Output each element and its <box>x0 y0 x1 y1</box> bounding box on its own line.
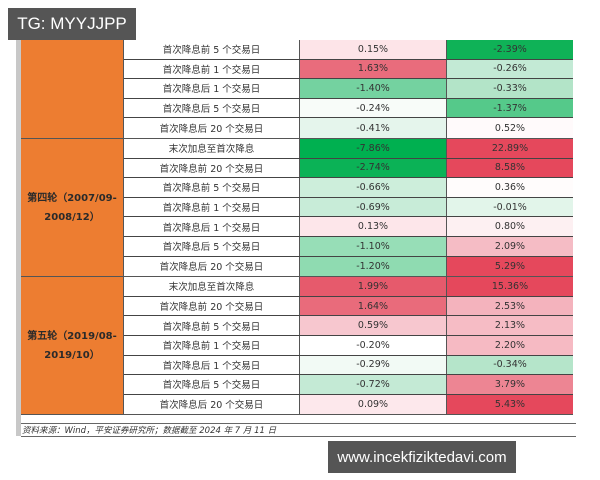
return-value-col2: 2.53% <box>447 296 573 316</box>
return-value-col2: 0.36% <box>447 178 573 197</box>
table-row: 首次降息前 1 个交易日 -0.20% 2.20% <box>124 335 573 356</box>
period-label: 首次降息后 5 个交易日 <box>124 236 300 256</box>
return-value-col2: 2.20% <box>447 335 573 355</box>
table-row: 首次降息前 5 个交易日 0.59% 2.13% <box>124 316 573 336</box>
return-value-col2: 2.13% <box>447 316 573 335</box>
return-value-col2: 0.52% <box>447 118 573 138</box>
table-row: 首次降息前 1 个交易日 -0.69% -0.01% <box>124 197 573 218</box>
table-row: 首次降息前 20 个交易日 -2.74% 8.58% <box>124 158 573 179</box>
return-value-col2: 2.09% <box>447 236 573 256</box>
period-label: 首次降息前 1 个交易日 <box>124 59 300 79</box>
round-group: 第五轮（2019/08-2019/10） 末次加息至首次降息 1.99% 15.36%… <box>21 277 573 416</box>
table-row: 首次降息后 1 个交易日 0.13% 0.80% <box>124 217 573 237</box>
round-group: 首次降息前 5 个交易日 0.15% -2.39% 首次降息前 1 个交易日 1.63%… <box>21 40 573 139</box>
round-group: 第四轮（2007/09-2008/12） 末次加息至首次降息 -7.86% 22.89… <box>21 138 573 278</box>
return-value-col1: -0.72% <box>300 375 447 394</box>
return-value-col2: 5.43% <box>447 394 573 415</box>
table-row: 末次加息至首次降息 -7.86% 22.89% <box>124 138 573 159</box>
period-label: 首次降息后 1 个交易日 <box>124 217 300 236</box>
table-row: 首次降息后 20 个交易日 0.09% 5.43% <box>124 394 573 415</box>
period-label: 首次降息前 5 个交易日 <box>124 178 300 197</box>
return-value-col1: -1.40% <box>300 79 447 98</box>
return-value-col1: 0.59% <box>300 316 447 335</box>
table-row: 首次降息后 5 个交易日 -0.72% 3.79% <box>124 375 573 395</box>
table-row: 首次降息前 5 个交易日 0.15% -2.39% <box>124 40 573 60</box>
footer-divider-bottom <box>21 436 576 437</box>
return-value-col2: -2.39% <box>447 40 573 59</box>
return-value-col2: 8.58% <box>447 158 573 178</box>
table-row: 首次降息后 5 个交易日 -1.10% 2.09% <box>124 236 573 257</box>
table-row: 末次加息至首次降息 1.99% 15.36% <box>124 277 573 297</box>
return-value-col2: 22.89% <box>447 138 573 158</box>
period-label: 首次降息前 5 个交易日 <box>124 40 300 59</box>
return-value-col2: -1.37% <box>447 98 573 118</box>
period-label: 首次降息后 1 个交易日 <box>124 79 300 98</box>
round-label: 第四轮（2007/09-2008/12） <box>21 138 124 277</box>
round-label <box>21 40 124 138</box>
table-row: 首次降息前 20 个交易日 1.64% 2.53% <box>124 296 573 317</box>
return-value-col2: 3.79% <box>447 375 573 394</box>
return-value-col1: -0.66% <box>300 178 447 197</box>
footer-divider-top <box>21 423 576 424</box>
return-value-col1: -2.74% <box>300 158 447 178</box>
return-value-col2: 0.80% <box>447 217 573 236</box>
return-value-col1: -0.24% <box>300 98 447 118</box>
period-label: 首次降息后 5 个交易日 <box>124 375 300 394</box>
return-value-col1: -1.10% <box>300 236 447 256</box>
return-value-col1: -1.20% <box>300 256 447 277</box>
table-row: 首次降息后 20 个交易日 -0.41% 0.52% <box>124 118 573 138</box>
period-label: 首次降息后 20 个交易日 <box>124 256 300 277</box>
period-label: 首次降息前 1 个交易日 <box>124 197 300 217</box>
left-margin-strip <box>16 36 21 436</box>
period-label: 首次降息前 20 个交易日 <box>124 296 300 316</box>
return-value-col1: 0.15% <box>300 40 447 59</box>
period-label: 末次加息至首次降息 <box>124 138 300 158</box>
table-row: 首次降息后 5 个交易日 -0.24% -1.37% <box>124 98 573 119</box>
return-value-col1: 1.99% <box>300 277 447 296</box>
return-value-col2: -0.01% <box>447 197 573 217</box>
return-value-col2: -0.33% <box>447 79 573 98</box>
return-value-col2: 15.36% <box>447 277 573 296</box>
watermark-bottom-right: www.incekfiziktedavi.com <box>328 441 516 473</box>
return-value-col1: -0.41% <box>300 118 447 138</box>
return-value-col2: 5.29% <box>447 256 573 277</box>
period-label: 首次降息后 5 个交易日 <box>124 98 300 118</box>
period-label: 首次降息前 1 个交易日 <box>124 335 300 355</box>
watermark-top-left: TG: MYYJJPP <box>8 8 136 40</box>
return-value-col1: -0.29% <box>300 355 447 375</box>
return-value-col1: -0.20% <box>300 335 447 355</box>
table-row: 首次降息前 1 个交易日 1.63% -0.26% <box>124 59 573 80</box>
table-row: 首次降息后 1 个交易日 -1.40% -0.33% <box>124 79 573 99</box>
return-value-col1: 0.09% <box>300 394 447 415</box>
period-label: 首次降息后 1 个交易日 <box>124 355 300 375</box>
period-label: 首次降息后 20 个交易日 <box>124 394 300 415</box>
table-row: 首次降息后 20 个交易日 -1.20% 5.29% <box>124 256 573 277</box>
return-value-col1: 0.13% <box>300 217 447 236</box>
table-row: 首次降息前 5 个交易日 -0.66% 0.36% <box>124 178 573 198</box>
return-value-col1: 1.64% <box>300 296 447 316</box>
rate-cut-returns-table: 首次降息前 5 个交易日 0.15% -2.39% 首次降息前 1 个交易日 1.63%… <box>21 40 573 416</box>
return-value-col1: -7.86% <box>300 138 447 158</box>
period-label: 首次降息后 20 个交易日 <box>124 118 300 138</box>
return-value-col2: -0.34% <box>447 355 573 375</box>
return-value-col1: 1.63% <box>300 59 447 79</box>
period-label: 首次降息前 20 个交易日 <box>124 158 300 178</box>
source-note: 资料来源：Wind，平安证券研究所；数据截至 2024 年 7 月 11 日 <box>22 426 277 436</box>
round-label: 第五轮（2019/08-2019/10） <box>21 277 124 415</box>
table-row: 首次降息后 1 个交易日 -0.29% -0.34% <box>124 355 573 376</box>
period-label: 末次加息至首次降息 <box>124 277 300 296</box>
return-value-col2: -0.26% <box>447 59 573 79</box>
return-value-col1: -0.69% <box>300 197 447 217</box>
period-label: 首次降息前 5 个交易日 <box>124 316 300 335</box>
